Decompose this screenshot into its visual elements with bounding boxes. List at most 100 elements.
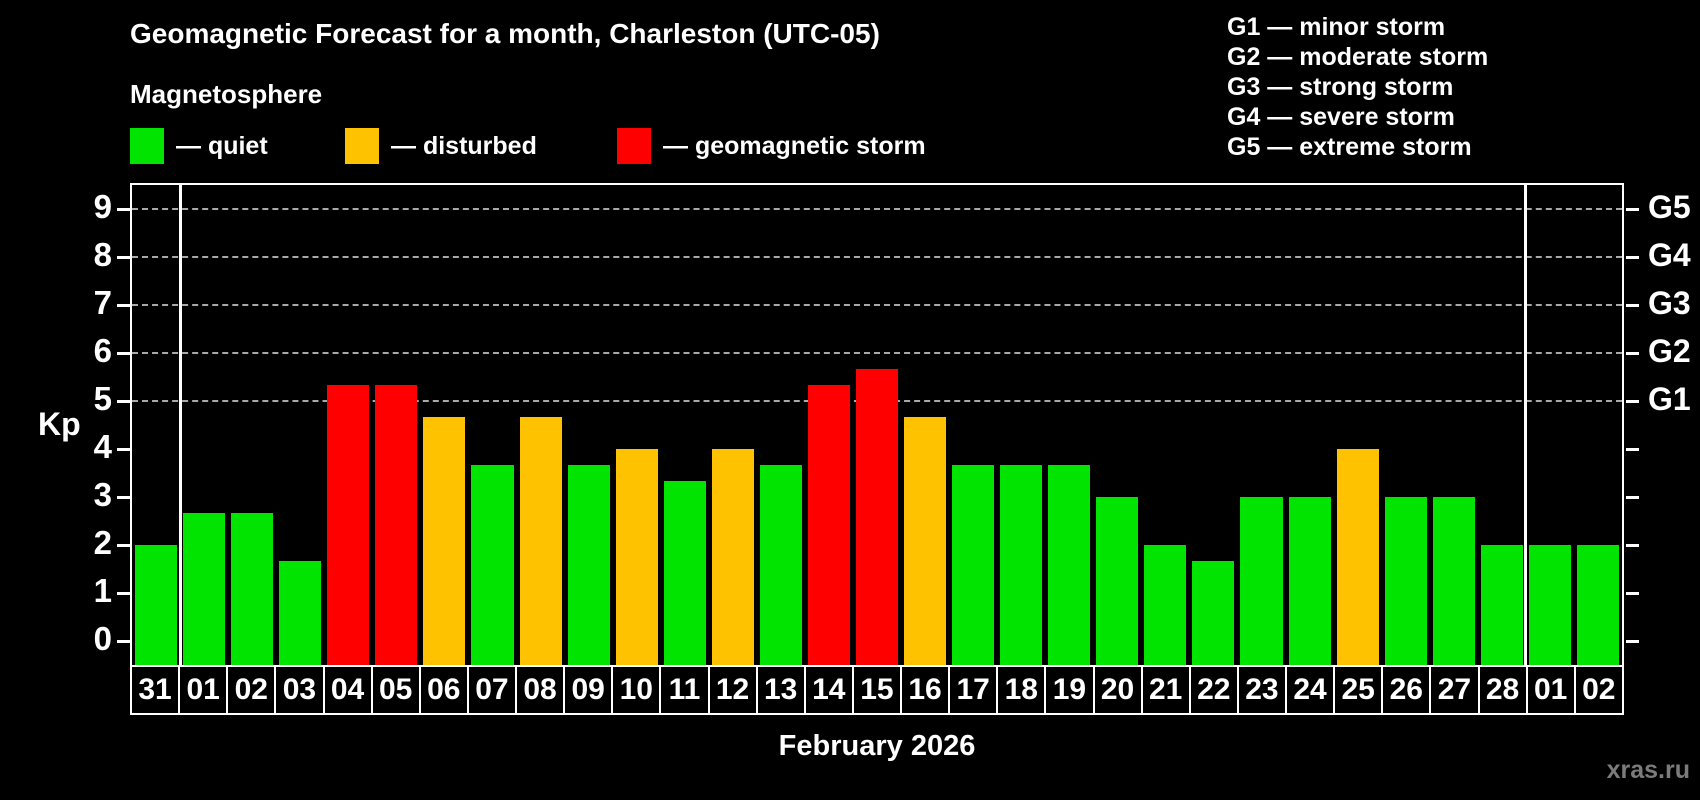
gridline-kp7 xyxy=(132,304,1622,306)
y-tick-label-5: 5 xyxy=(93,380,112,417)
left-tick-8 xyxy=(117,255,130,259)
plot-area: 0 1 2 3 4 5 6 7 8 9 G1 G2 G3 G4 G5 xyxy=(94,183,1691,667)
date-cell-22: 22 xyxy=(1191,667,1239,713)
date-cell-21: 21 xyxy=(1143,667,1191,713)
kp-bar-05 xyxy=(375,385,418,665)
left-tick-1 xyxy=(117,591,130,595)
x-axis-title: February 2026 xyxy=(778,730,976,762)
date-cell-31: 31 xyxy=(132,667,181,713)
left-tick-7 xyxy=(117,303,130,307)
g2-definition: G2 — moderate storm xyxy=(1227,43,1489,71)
left-tick-4 xyxy=(117,447,130,451)
kp-bar-07 xyxy=(471,464,514,665)
date-cell-25: 25 xyxy=(1335,667,1384,713)
y-tick-label-9: 9 xyxy=(93,188,112,225)
disturbed-color-swatch xyxy=(345,128,379,164)
date-cell-09: 09 xyxy=(565,667,614,713)
kp-bar-03 xyxy=(279,560,322,665)
right-tick-9 xyxy=(1626,207,1639,211)
y-tick-label-1: 1 xyxy=(93,572,112,609)
kp-bar-04 xyxy=(327,385,370,665)
legend-label-disturbed: — disturbed xyxy=(391,131,537,160)
right-tick-1 xyxy=(1626,591,1639,595)
date-cell-11: 11 xyxy=(661,667,710,713)
kp-bar-01 xyxy=(1528,545,1571,665)
y-tick-label-2: 2 xyxy=(93,524,112,561)
date-cell-10: 10 xyxy=(613,667,662,713)
date-cell-23: 23 xyxy=(1239,667,1287,713)
bars-container: 0 1 2 3 4 5 6 7 8 9 G1 G2 G3 G4 G5 xyxy=(94,185,1691,665)
kp-bar-11 xyxy=(663,481,706,665)
month-separator xyxy=(1524,185,1528,665)
kp-bar-02 xyxy=(231,512,274,665)
kp-bar-27 xyxy=(1432,497,1475,665)
left-tick-9 xyxy=(117,207,130,211)
kp-bar-28 xyxy=(1480,545,1523,665)
date-cell-01: 01 xyxy=(1528,667,1576,713)
date-cell-04: 04 xyxy=(325,667,373,713)
kp-bar-24 xyxy=(1288,497,1331,665)
y-tick-label-8: 8 xyxy=(93,236,112,273)
left-tick-6 xyxy=(117,351,130,355)
y-tick-label-6: 6 xyxy=(93,332,112,369)
kp-bar-08 xyxy=(519,416,562,665)
kp-bar-26 xyxy=(1384,497,1427,665)
date-cell-03: 03 xyxy=(276,667,325,713)
kp-bar-06 xyxy=(423,416,466,665)
kp-bar-20 xyxy=(1096,497,1139,665)
legend-item-quiet: — quiet xyxy=(130,128,268,164)
month-separator xyxy=(178,185,182,665)
left-tick-0 xyxy=(117,639,130,643)
date-cell-15: 15 xyxy=(854,667,902,713)
right-tick-8 xyxy=(1626,255,1639,259)
kp-bar-14 xyxy=(807,385,850,665)
g4-definition: G4 — severe storm xyxy=(1227,103,1455,131)
y-axis-title: Kp xyxy=(38,406,81,442)
kp-bar-16 xyxy=(904,416,947,665)
g-tick-label-G2: G2 xyxy=(1648,333,1691,369)
date-cell-16: 16 xyxy=(902,667,951,713)
right-tick-7 xyxy=(1626,303,1639,307)
gridline-kp6 xyxy=(132,352,1622,354)
date-cell-19: 19 xyxy=(1046,667,1095,713)
date-cell-14: 14 xyxy=(806,667,854,713)
right-tick-2 xyxy=(1626,543,1639,547)
date-cell-17: 17 xyxy=(950,667,999,713)
kp-bar-21 xyxy=(1144,545,1187,665)
y-tick-label-3: 3 xyxy=(93,476,112,513)
legend-item-disturbed: — disturbed xyxy=(345,128,537,164)
date-cell-02: 02 xyxy=(1582,673,1616,706)
quiet-color-swatch xyxy=(130,128,164,164)
date-cell-24: 24 xyxy=(1287,667,1336,713)
g3-definition: G3 — strong storm xyxy=(1227,73,1454,101)
kp-bar-13 xyxy=(759,464,802,665)
kp-bar-02 xyxy=(1576,545,1619,665)
date-cell-06: 06 xyxy=(421,667,469,713)
kp-bar-01 xyxy=(183,512,226,665)
gridline-kp9 xyxy=(132,208,1622,210)
y-tick-label-4: 4 xyxy=(93,428,112,465)
right-tick-3 xyxy=(1626,495,1639,499)
gridline-kp8 xyxy=(132,256,1622,258)
kp-bar-10 xyxy=(615,449,658,665)
right-tick-6 xyxy=(1626,351,1639,355)
date-cell-20: 20 xyxy=(1095,667,1143,713)
g-scale-legend: G1 — minor storm G2 — moderate storm G3 … xyxy=(1227,12,1488,162)
date-cell-26: 26 xyxy=(1383,667,1432,713)
left-tick-2 xyxy=(117,543,130,547)
kp-bar-22 xyxy=(1192,560,1235,665)
kp-bar-15 xyxy=(855,368,899,665)
y-tick-label-0: 0 xyxy=(93,620,112,657)
g5-definition: G5 — extreme storm xyxy=(1227,133,1472,161)
y-tick-label-7: 7 xyxy=(93,284,112,321)
date-cell-13: 13 xyxy=(758,667,806,713)
right-tick-4 xyxy=(1626,447,1639,451)
legend-item-storm: — geomagnetic storm xyxy=(617,128,926,164)
legend-label-quiet: — quiet xyxy=(176,131,268,160)
left-tick-3 xyxy=(117,495,130,499)
date-cell-08: 08 xyxy=(517,667,566,713)
g-tick-label-G4: G4 xyxy=(1648,237,1691,273)
kp-bar-17 xyxy=(952,464,995,665)
page-title: Geomagnetic Forecast for a month, Charle… xyxy=(130,18,880,49)
kp-bar-25 xyxy=(1336,449,1379,665)
